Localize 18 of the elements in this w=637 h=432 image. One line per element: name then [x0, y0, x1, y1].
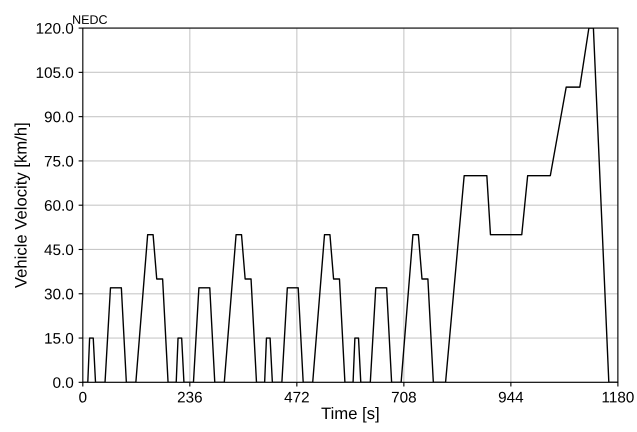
- y-tick-label: 30.0: [44, 288, 74, 300]
- x-tick-label: 0: [79, 392, 86, 403]
- y-tick-label: 105.0: [36, 67, 74, 78]
- y-tick-label: 120.0: [36, 22, 74, 34]
- x-tick-label: 708: [392, 392, 416, 403]
- y-tick-label: 15.0: [45, 332, 74, 344]
- y-tick-label: 90.0: [44, 112, 74, 122]
- y-tick-label: 60.0: [44, 200, 74, 211]
- x-axis-title: Time [s]: [321, 406, 378, 423]
- x-tick-label: 236: [178, 392, 202, 403]
- x-tick-label: 944: [498, 392, 524, 403]
- x-tick-label: 1180: [602, 392, 634, 403]
- y-axis-title: Vehicle Velocity [km/h]: [14, 123, 30, 288]
- x-tick-label: 472: [284, 392, 309, 402]
- chart-title: NEDC: [73, 15, 108, 24]
- y-tick-label: 45.0: [44, 244, 74, 256]
- y-tick-label: 75.0: [44, 156, 74, 167]
- y-tick-label: 0.0: [53, 377, 74, 388]
